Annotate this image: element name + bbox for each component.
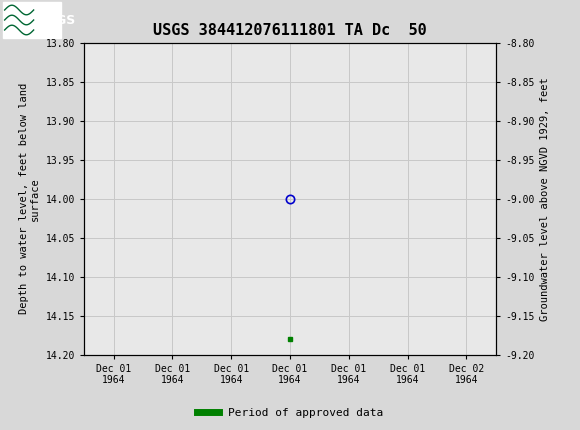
Y-axis label: Depth to water level, feet below land
surface: Depth to water level, feet below land su… (19, 83, 40, 314)
Text: USGS: USGS (38, 13, 76, 27)
FancyBboxPatch shape (3, 2, 61, 38)
Y-axis label: Groundwater level above NGVD 1929, feet: Groundwater level above NGVD 1929, feet (540, 77, 550, 321)
Title: USGS 384412076111801 TA Dc  50: USGS 384412076111801 TA Dc 50 (153, 23, 427, 38)
Legend: Period of approved data: Period of approved data (193, 403, 387, 422)
